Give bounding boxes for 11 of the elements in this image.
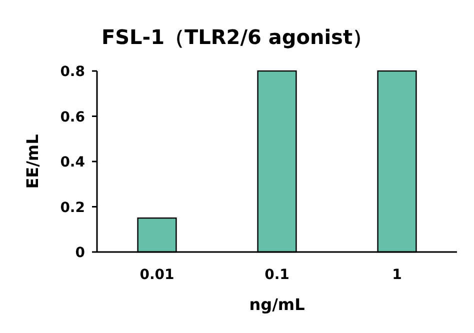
x-tick-label: 0.1: [264, 267, 290, 283]
chart-title: FSL-1（TLR2/6 agonist）: [101, 25, 373, 49]
x-tick-label: 0.01: [140, 267, 174, 283]
y-tick-label: 0.2: [60, 200, 85, 216]
x-tick-label: 1: [392, 267, 402, 283]
x-axis-title: ng/mL: [249, 295, 305, 314]
y-tick-label: 0: [75, 245, 86, 261]
y-tick-label: 0.4: [60, 154, 86, 170]
y-axis-title: EE/mL: [23, 134, 42, 189]
y-tick-label: 0.8: [60, 64, 85, 80]
y-tick-label: 0.6: [60, 109, 85, 126]
